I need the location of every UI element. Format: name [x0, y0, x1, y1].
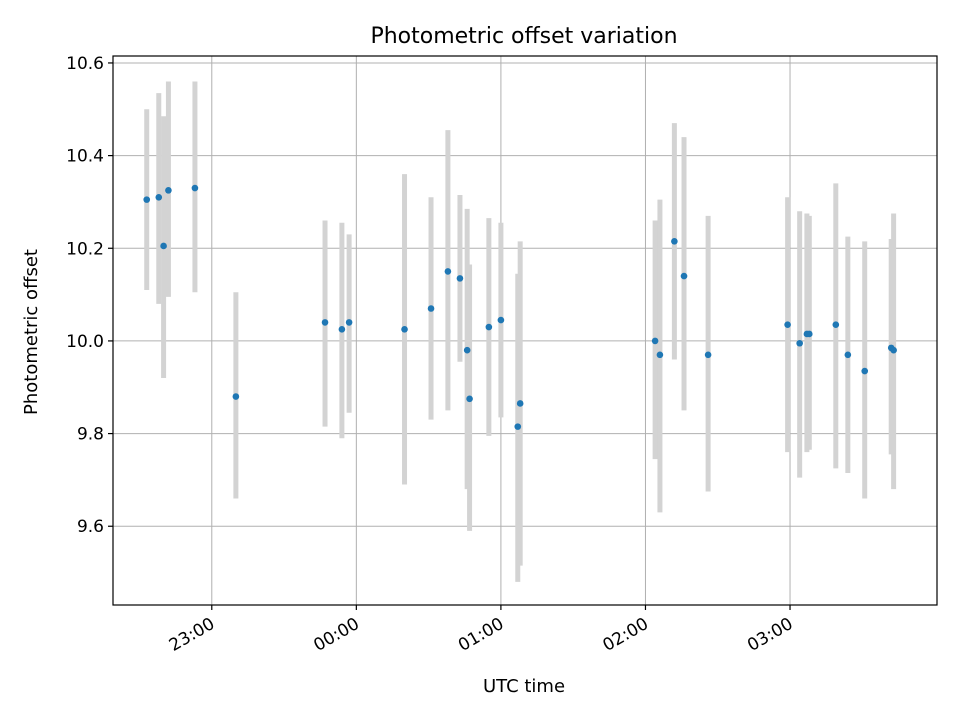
data-point — [191, 184, 199, 192]
data-point — [784, 321, 791, 329]
y-axis-label: Photometric offset — [21, 249, 42, 415]
data-point — [497, 316, 505, 324]
data-point — [844, 351, 852, 359]
data-point — [321, 319, 329, 326]
data-point — [345, 319, 353, 326]
data-point — [463, 346, 471, 354]
data-point — [155, 194, 163, 201]
data-point — [232, 393, 240, 400]
data-point — [165, 187, 172, 194]
data-point — [680, 272, 688, 280]
data-point — [671, 238, 678, 245]
data-point — [427, 305, 435, 312]
y-tick-label: 10.4 — [66, 147, 104, 167]
y-tick-label: 10.0 — [66, 332, 104, 352]
y-tick-label: 9.8 — [77, 425, 104, 445]
data-point — [456, 275, 464, 282]
chart-title: Photometric offset variation — [370, 24, 677, 49]
data-point — [832, 321, 840, 329]
data-point — [160, 242, 167, 250]
data-point — [143, 196, 151, 203]
y-tick-label: 10.2 — [66, 239, 104, 259]
data-point — [338, 326, 346, 333]
data-point — [444, 268, 452, 275]
data-point — [796, 339, 803, 347]
data-points — [143, 184, 897, 430]
data-point — [485, 323, 493, 331]
data-point — [516, 400, 524, 407]
data-point — [861, 367, 869, 375]
y-tick-label: 9.6 — [77, 517, 104, 537]
data-point — [890, 346, 897, 354]
y-axis-ticks: 9.6 9.8 10.0 10.2 10.4 10.6 — [66, 54, 113, 537]
data-point — [806, 330, 813, 338]
y-tick-label: 10.6 — [66, 54, 104, 74]
data-point — [466, 395, 473, 403]
data-point — [656, 351, 664, 359]
data-point — [651, 337, 659, 345]
data-point — [704, 351, 712, 359]
data-point — [514, 423, 522, 430]
plot-frame — [112, 55, 938, 606]
data-point — [401, 326, 408, 333]
x-axis-label: UTC time — [483, 676, 565, 697]
